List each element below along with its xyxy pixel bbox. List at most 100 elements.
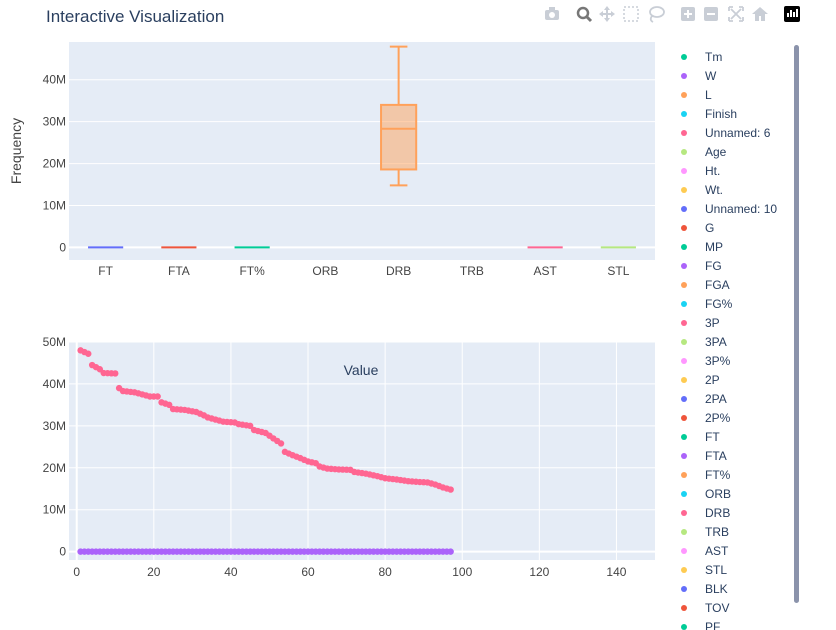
x-tick-label: FTA	[168, 264, 190, 278]
legend-item[interactable]: 2PA	[681, 392, 727, 406]
x-tick-label: 60	[301, 565, 315, 579]
legend-item[interactable]: FTA	[681, 449, 727, 463]
legend-label: PF	[705, 620, 720, 630]
box-plot-area[interactable]	[69, 42, 655, 260]
legend-marker	[681, 73, 687, 79]
legend-item[interactable]: FGA	[681, 278, 730, 292]
legend-label: 3P%	[705, 354, 731, 368]
legend-marker	[681, 434, 687, 440]
x-tick-label: 100	[452, 565, 472, 579]
legend-item[interactable]: PF	[681, 620, 720, 630]
legend-label: TRB	[705, 525, 729, 539]
legend-item[interactable]: AST	[681, 544, 729, 558]
box-plot-y-ticks: 0 10M 20M 30M 40M	[43, 73, 67, 255]
plotly-logo-icon[interactable]	[784, 6, 800, 22]
legend-label: 2P%	[705, 411, 731, 425]
legend-item[interactable]: TRB	[681, 525, 729, 539]
scatter-plot-x-ticks: 0 20 40 60 80 100 120 140	[73, 565, 626, 579]
lasso-icon[interactable]	[649, 6, 665, 23]
legend-item[interactable]: W	[681, 69, 717, 83]
x-tick-label: FT%	[239, 264, 265, 278]
legend-item[interactable]: 3P	[681, 316, 720, 330]
legend-item[interactable]: G	[681, 221, 714, 235]
legend-item[interactable]: 3PA	[681, 335, 727, 349]
legend-marker	[681, 548, 687, 554]
scatter-plot-area[interactable]	[69, 342, 655, 560]
legend-label: FTA	[705, 449, 727, 463]
modebar	[545, 6, 800, 23]
legend-item[interactable]: DRB	[681, 506, 730, 520]
legend-label: Ht.	[705, 164, 720, 178]
legend-item[interactable]: FT	[681, 430, 720, 444]
legend-label: 2PA	[705, 392, 727, 406]
legend-item[interactable]: Finish	[681, 107, 737, 121]
legend-marker	[681, 282, 687, 288]
legend-item[interactable]: Age	[681, 145, 727, 159]
legend-label: TOV	[705, 601, 729, 615]
legend-marker	[681, 54, 687, 60]
zoom-icon[interactable]	[576, 6, 593, 23]
legend-item[interactable]: ORB	[681, 487, 731, 501]
y-axis-title: Frequency	[8, 118, 24, 184]
legend-marker	[681, 263, 687, 269]
legend-item[interactable]: MP	[681, 240, 723, 254]
scatter-series-2[interactable]	[77, 548, 454, 555]
legend-scrollbar[interactable]	[794, 45, 799, 603]
y-tick-label: 40M	[43, 73, 66, 87]
scatter-point	[112, 370, 119, 377]
legend-item[interactable]: Unnamed: 10	[681, 202, 777, 216]
x-tick-label: 0	[73, 565, 80, 579]
legend-marker	[681, 377, 687, 383]
legend-label: DRB	[705, 506, 730, 520]
y-tick-label: 10M	[43, 199, 66, 213]
legend-item[interactable]: 2P	[681, 373, 720, 387]
y-tick-label: 40M	[43, 377, 66, 391]
x-tick-label: TRB	[460, 264, 484, 278]
legend-item[interactable]: 2P%	[681, 411, 731, 425]
legend-marker	[681, 472, 687, 478]
legend-item[interactable]: L	[681, 88, 712, 102]
legend-item[interactable]: TOV	[681, 601, 729, 615]
legend-label: FT%	[705, 468, 731, 482]
home-icon[interactable]	[752, 7, 768, 21]
x-tick-label: 40	[224, 565, 238, 579]
legend-item[interactable]: BLK	[681, 582, 728, 596]
legend-item[interactable]: 3P%	[681, 354, 731, 368]
legend-label: FG%	[705, 297, 733, 311]
legend-label: Age	[705, 145, 727, 159]
legend-marker	[681, 244, 687, 250]
legend-label: FG	[705, 259, 722, 273]
scatter-point	[166, 401, 173, 409]
legend-item[interactable]: Ht.	[681, 164, 720, 178]
legend-item[interactable]: Wt.	[681, 183, 723, 197]
legend-marker	[681, 149, 687, 155]
legend-marker	[681, 586, 687, 592]
legend-marker	[681, 605, 687, 611]
autoscale-icon[interactable]	[728, 6, 744, 22]
zoom-in-icon[interactable]	[681, 7, 695, 21]
legend-label: FT	[705, 430, 720, 444]
legend[interactable]: Tm WL Finish Unnamed: 6 Age Ht. Wt. Unnamed: 10…	[681, 50, 777, 630]
scatter-series-1[interactable]	[77, 347, 454, 493]
legend-marker	[681, 92, 687, 98]
legend-marker	[681, 567, 687, 573]
scatter-point	[85, 350, 92, 357]
legend-item[interactable]: FG	[681, 259, 722, 273]
legend-item[interactable]: Tm	[681, 50, 722, 64]
legend-label: G	[705, 221, 714, 235]
box-drb[interactable]	[380, 45, 418, 187]
legend-item[interactable]: FT%	[681, 468, 731, 482]
pan-icon[interactable]	[599, 6, 615, 22]
legend-marker	[681, 453, 687, 459]
zoom-out-icon[interactable]	[704, 7, 718, 21]
legend-item[interactable]: Unnamed: 6	[681, 126, 771, 140]
legend-marker	[681, 396, 687, 402]
box-select-icon[interactable]	[623, 6, 639, 22]
box-plot-marks	[88, 45, 636, 249]
camera-icon[interactable]	[545, 7, 559, 20]
legend-label: STL	[705, 563, 727, 577]
legend-marker	[681, 301, 687, 307]
legend-item[interactable]: STL	[681, 563, 727, 577]
legend-marker	[681, 206, 687, 212]
legend-item[interactable]: FG%	[681, 297, 733, 311]
